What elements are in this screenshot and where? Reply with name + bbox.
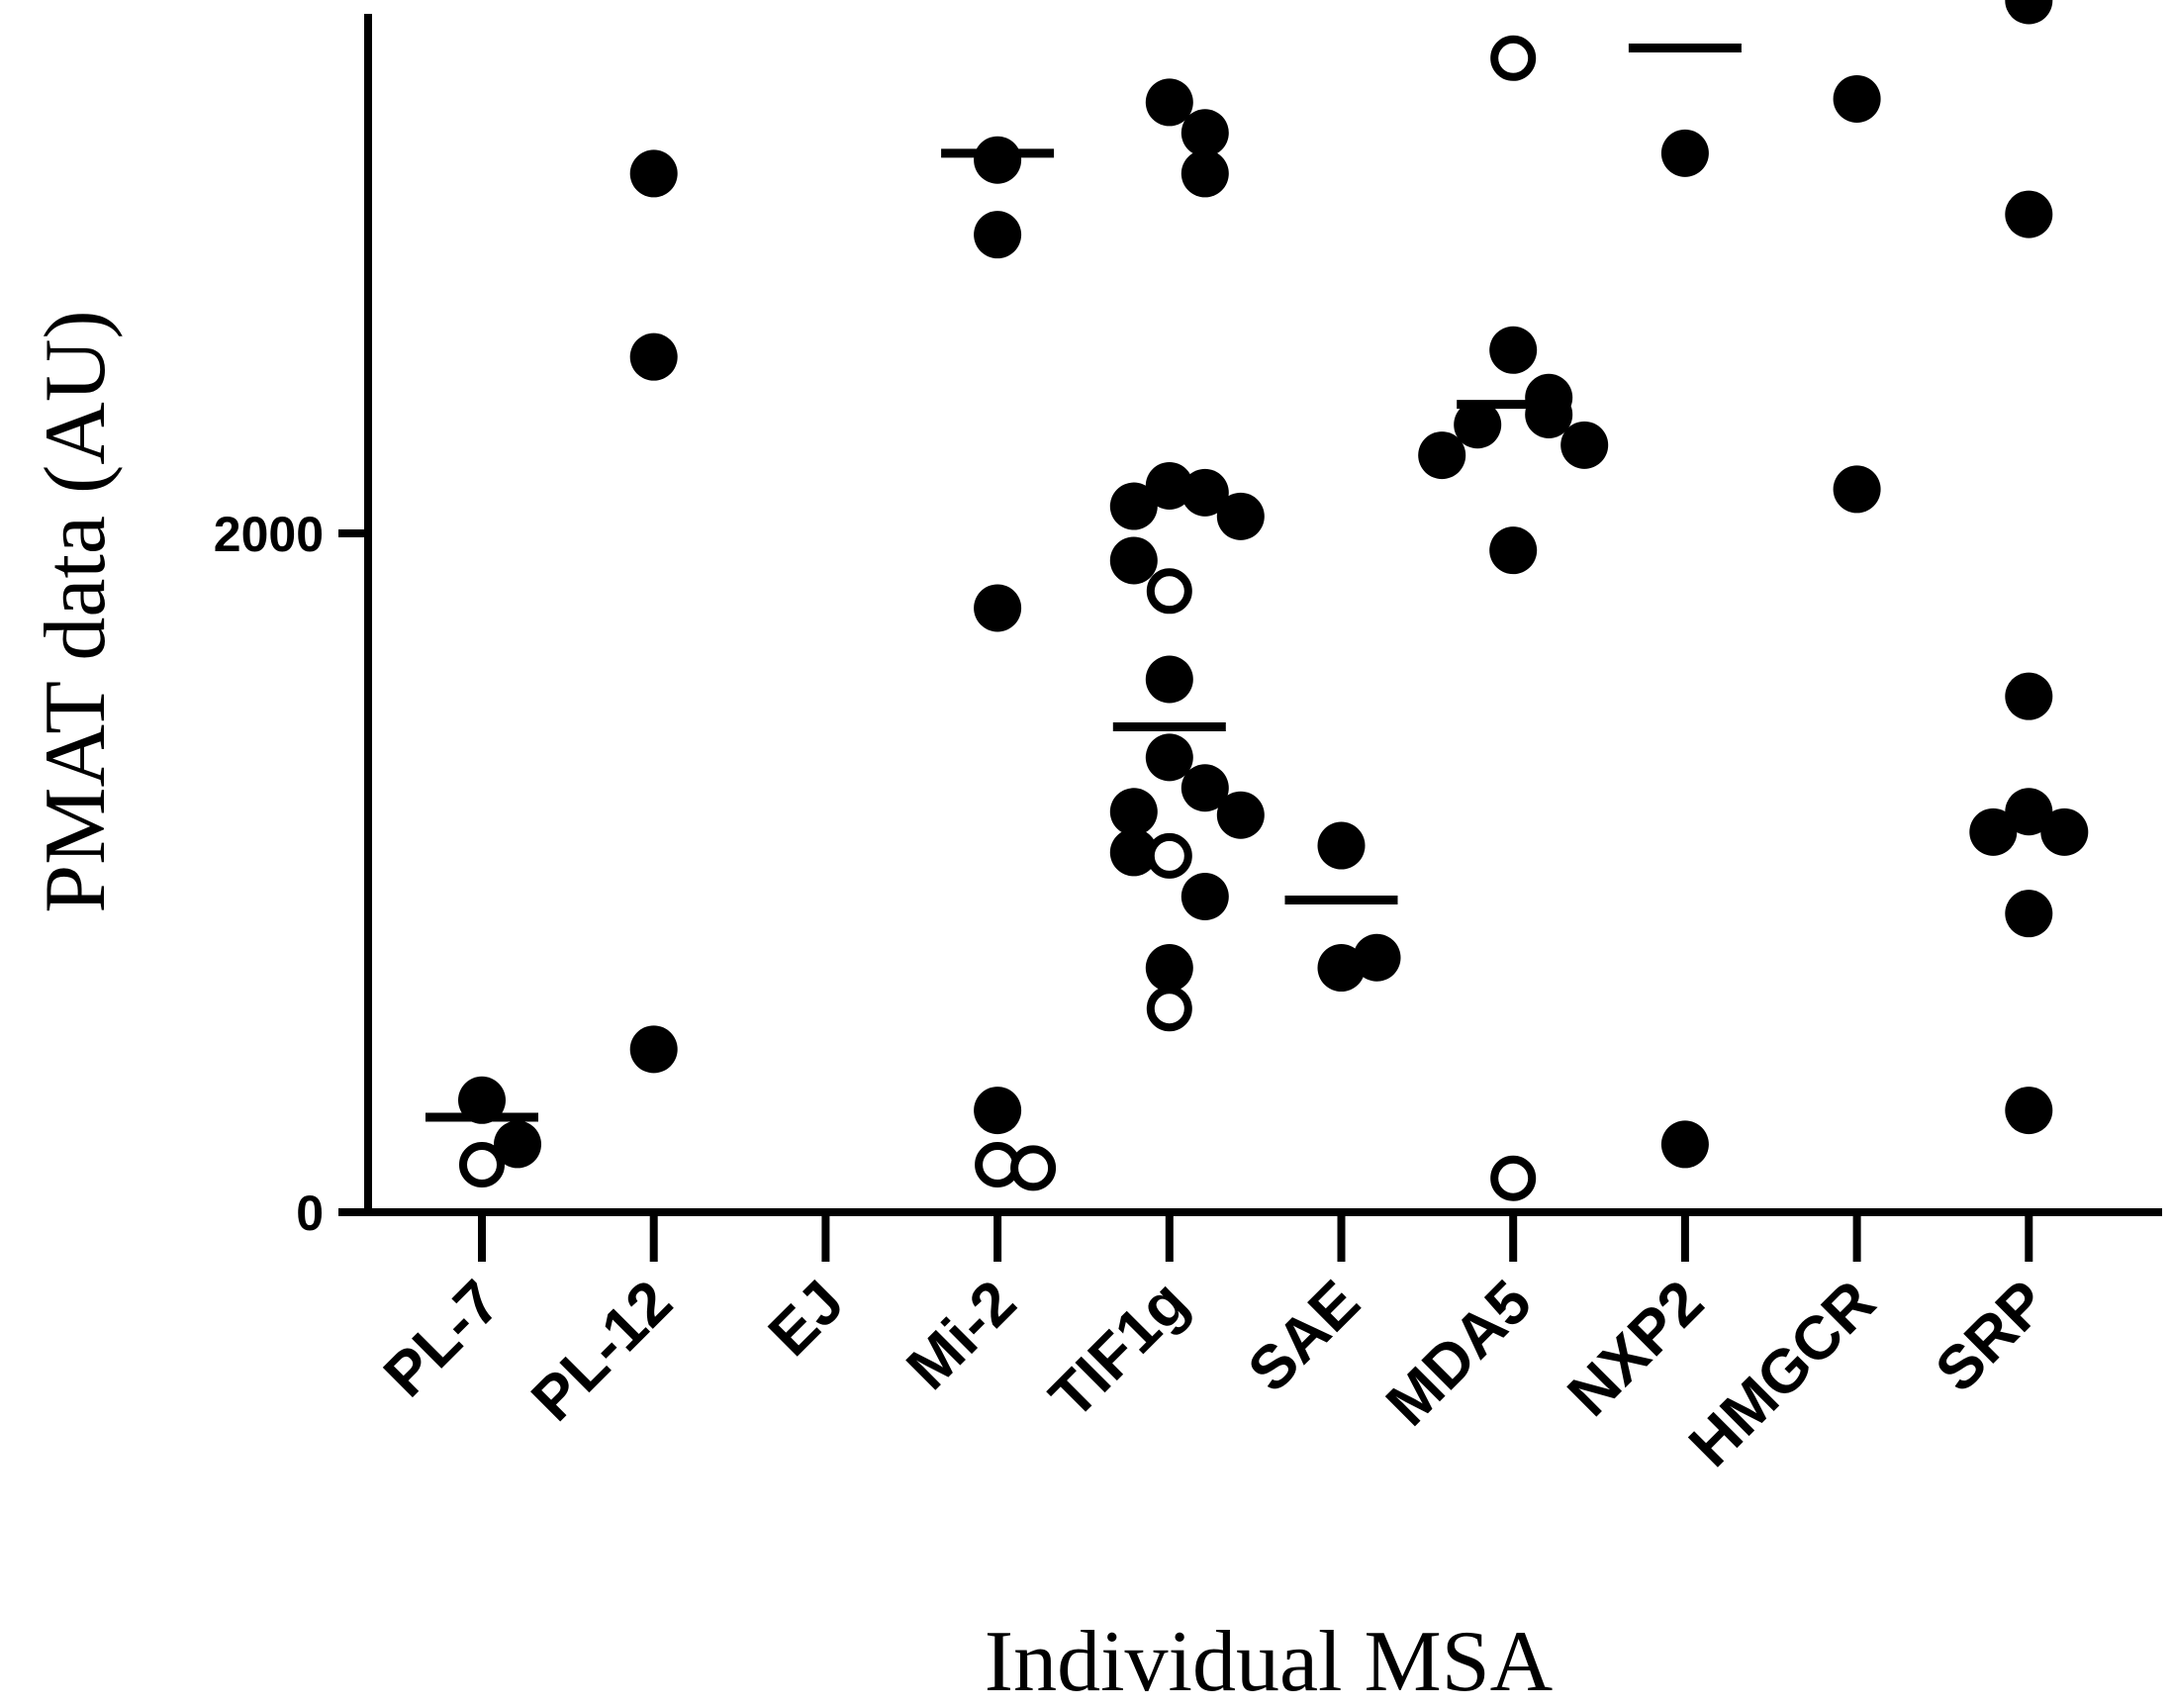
data-point-filled: [1180, 468, 1229, 517]
data-point-filled: [974, 136, 1022, 184]
data-point-filled: [1833, 74, 1881, 123]
data-point-filled: [1180, 149, 1229, 198]
x-tick-label: PL-7: [371, 1268, 514, 1410]
data-point-filled: [1145, 655, 1193, 704]
x-tick-label: Mi-2: [895, 1268, 1029, 1402]
data-point-filled: [1216, 791, 1265, 839]
data-point-filled: [2040, 807, 2089, 856]
data-point-filled: [1317, 944, 1366, 993]
data-point-filled: [1180, 873, 1229, 921]
data-point-filled: [2005, 788, 2053, 836]
data-point-open: [1146, 986, 1192, 1032]
data-point-filled: [974, 1087, 1022, 1135]
data-point-filled: [2005, 190, 2053, 238]
data-point-filled: [1180, 764, 1229, 812]
data-point-filled: [1145, 733, 1193, 782]
data-point-filled: [1109, 482, 1158, 530]
data-point-open: [1490, 1155, 1537, 1201]
axes: [364, 14, 2162, 1216]
x-tick-label: EJ: [756, 1268, 857, 1369]
data-point-filled: [629, 1025, 678, 1074]
data-point-filled: [1353, 933, 1401, 982]
data-point-filled: [974, 584, 1022, 632]
y-axis-title: PMAT data (AU): [28, 310, 124, 912]
data-point-filled: [1109, 828, 1158, 877]
data-point-filled: [629, 149, 678, 198]
y-tick-label: 0: [296, 1186, 324, 1241]
data-point-filled: [1145, 944, 1193, 993]
data-point-filled: [1109, 536, 1158, 585]
data-point-filled: [1489, 326, 1538, 374]
y-tick-label: 2000: [214, 507, 324, 562]
data-point-filled: [1660, 1120, 1709, 1169]
x-tick-label: HMGCR: [1676, 1268, 1888, 1479]
x-tick-label: SAE: [1235, 1268, 1372, 1405]
data-point-filled: [1418, 431, 1466, 480]
data-point-filled: [458, 1076, 506, 1124]
data-point-filled: [494, 1120, 541, 1169]
x-axis-title: Individual MSA: [985, 1614, 1553, 1708]
data-point-filled: [1660, 129, 1709, 177]
data-point-open: [459, 1141, 505, 1187]
data-point-filled: [1109, 788, 1158, 836]
data-point-filled: [629, 332, 678, 381]
data-point-filled: [1180, 109, 1229, 157]
data-point-filled: [1145, 78, 1193, 127]
data-point-filled: [2005, 0, 2053, 25]
x-tick-label: TIF1g: [1037, 1268, 1201, 1432]
y-ticks: 0200040006000: [214, 507, 368, 1241]
x-tick-label: NXP2: [1555, 1268, 1716, 1429]
x-tick-label: SRP: [1923, 1268, 2060, 1405]
data-point-filled: [2005, 1087, 2053, 1135]
data-point-filled: [2005, 890, 2053, 938]
data-point-filled: [1969, 807, 2018, 856]
x-tick-label: PL-12: [519, 1268, 685, 1434]
data-point-filled: [1560, 421, 1609, 469]
data-point-filled: [1833, 465, 1881, 514]
data-point-filled: [1317, 821, 1366, 870]
x-tick-label: MDA5: [1373, 1268, 1545, 1439]
data-point-open: [1490, 35, 1537, 81]
data-point-filled: [1216, 492, 1265, 540]
data-point-open: [1146, 568, 1192, 615]
data-point-filled: [1454, 401, 1502, 449]
data-point-filled: [1489, 526, 1538, 575]
data-point-open: [1010, 1145, 1057, 1191]
data-point-filled: [1145, 461, 1193, 510]
data-point-filled: [974, 211, 1022, 259]
data-marks: [425, 0, 2089, 1201]
data-point-filled: [2005, 672, 2053, 720]
data-point-open: [1146, 832, 1192, 879]
